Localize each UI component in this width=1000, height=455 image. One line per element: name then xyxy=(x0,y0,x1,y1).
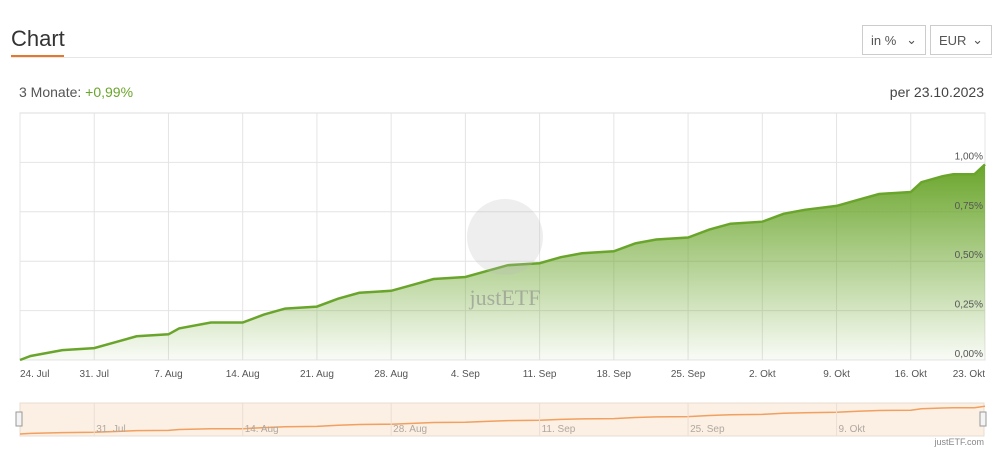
navigator-tick-label: 11. Sep xyxy=(542,424,576,435)
x-tick-label: 11. Sep xyxy=(523,369,557,380)
y-tick-label: 0,75% xyxy=(955,201,983,212)
x-tick-label: 25. Sep xyxy=(671,369,706,380)
chevron-down-icon: ⌄ xyxy=(906,32,917,47)
navigator-tick-label: 9. Okt xyxy=(839,424,866,435)
navigator-tick-label: 28. Aug xyxy=(393,424,427,435)
currency-select[interactable]: EUR ⌄ xyxy=(930,25,992,55)
x-tick-label: 23. Okt xyxy=(953,369,985,380)
x-tick-label: 24. Jul xyxy=(20,369,49,380)
y-tick-label: 0,25% xyxy=(955,300,983,311)
x-tick-label: 28. Aug xyxy=(374,369,408,380)
title-underline xyxy=(11,55,64,57)
navigator-line xyxy=(19,405,986,435)
unit-select-value: in % xyxy=(871,32,897,48)
x-tick-label: 7. Aug xyxy=(154,369,182,380)
period-value: +0,99% xyxy=(85,84,134,100)
divider xyxy=(11,57,992,58)
unit-select[interactable]: in % ⌄ xyxy=(862,25,926,55)
y-tick-label: 0,00% xyxy=(955,349,983,360)
performance-area xyxy=(20,164,985,360)
x-tick-label: 16. Okt xyxy=(895,369,927,380)
navigator-handle-left[interactable] xyxy=(15,411,23,427)
y-tick-label: 0,50% xyxy=(955,250,983,261)
x-tick-label: 4. Sep xyxy=(451,369,480,380)
x-tick-label: 9. Okt xyxy=(823,369,850,380)
x-tick-label: 2. Okt xyxy=(749,369,776,380)
watermark-logo: justETF xyxy=(467,199,543,310)
x-tick-label: 18. Sep xyxy=(597,369,632,380)
currency-select-value: EUR xyxy=(939,32,967,48)
x-tick-label: 31. Jul xyxy=(79,369,108,380)
performance-line xyxy=(19,163,986,362)
navigator-tick-label: 14. Aug xyxy=(245,424,279,435)
chevron-down-icon: ⌄ xyxy=(972,32,983,47)
navigator-range[interactable] xyxy=(19,402,985,437)
y-tick-label: 1,00% xyxy=(955,151,983,162)
navigator-tick-label: 31. Jul xyxy=(96,424,125,435)
credit-link[interactable]: justETF.com xyxy=(934,437,984,447)
watermark-text: justETF xyxy=(469,285,541,310)
as-of-date: per 23.10.2023 xyxy=(889,84,984,100)
navigator-handle-right[interactable] xyxy=(979,411,987,427)
x-tick-label: 14. Aug xyxy=(226,369,260,380)
period-label: 3 Monate: xyxy=(19,84,82,100)
navigator-tick-label: 25. Sep xyxy=(690,424,725,435)
section-title: Chart xyxy=(11,26,65,51)
period-performance: 3 Monate: +0,99% xyxy=(19,84,133,100)
x-tick-label: 21. Aug xyxy=(300,369,334,380)
